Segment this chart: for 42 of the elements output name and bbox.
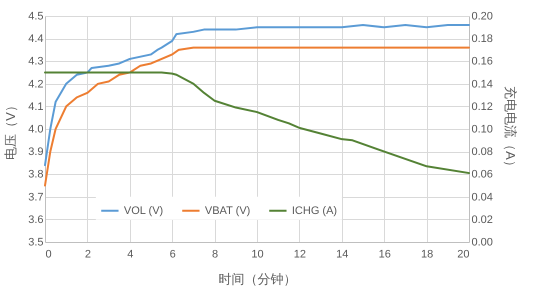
y2-tick-label: 0.08 [472, 146, 493, 158]
x-tick-label: 8 [212, 248, 218, 260]
y2-tick-label: 0.10 [472, 124, 493, 136]
legend-label: VOL (V) [124, 204, 164, 217]
x-tick-label: 10 [251, 248, 264, 260]
y2-tick-label: 0.14 [472, 78, 493, 90]
y2-tick-label: 0.00 [472, 236, 493, 248]
y-tick-label: 3.8 [28, 168, 44, 181]
y-tick-label: 4.0 [28, 124, 44, 136]
y2-tick-label: 0.06 [472, 168, 493, 181]
y-tick-label: 4.2 [28, 78, 44, 90]
x-tick-label: 14 [336, 248, 348, 260]
x-tick-label: 2 [84, 248, 91, 260]
y2-tick-label: 0.18 [472, 33, 493, 46]
x-tick-label: 16 [378, 248, 391, 260]
legend-label: ICHG (A) [292, 204, 338, 217]
x-tick-label: 0 [46, 248, 52, 260]
y-tick-label: 3.9 [28, 146, 44, 158]
line-series [44, 24, 470, 166]
x-tick-label: 20 [457, 248, 470, 260]
y2-tick-label: 0.12 [472, 100, 493, 113]
y-tick-label: 4.5 [28, 10, 44, 22]
y-tick-label: 3.7 [28, 191, 44, 204]
y2-tick-label: 0.20 [472, 10, 493, 22]
y-tick-label: 4.1 [28, 100, 44, 113]
y-tick-label: 3.5 [28, 236, 44, 248]
x-axis-title: 时间（分钟） [218, 272, 296, 286]
y2-tick-label: 0.02 [472, 214, 493, 226]
y-axis-title: 电压（V） [3, 99, 18, 160]
y2-axis-title: 充电电流（A） [502, 86, 518, 173]
y2-tick-label: 0.16 [472, 56, 493, 68]
x-tick-label: 18 [420, 248, 434, 260]
y-tick-label: 3.6 [28, 214, 44, 226]
legend-label: VBAT (V) [204, 204, 250, 217]
y2-tick-label: 0.04 [472, 191, 493, 204]
line-series [44, 72, 470, 174]
x-tick-label: 6 [170, 248, 176, 260]
y-tick-label: 4.3 [28, 56, 44, 68]
line-series [44, 46, 470, 186]
x-tick-label: 12 [294, 248, 306, 260]
y-tick-label: 4.4 [28, 33, 44, 46]
x-tick-label: 4 [127, 248, 134, 260]
